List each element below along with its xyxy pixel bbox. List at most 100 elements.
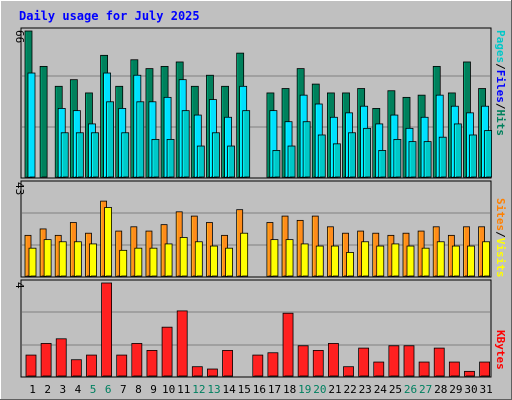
hits-legend: Pages/Files/Hits [494,30,507,136]
bar-kbytes-day-31 [479,361,491,377]
bar-sites-day-28 [436,241,445,277]
bar-sites-day-19 [300,243,309,277]
bar-pages-day-5 [91,132,99,178]
bar-pages-day-4 [75,132,84,178]
bar-kbytes-day-5 [86,354,97,377]
bar-sites-day-9 [149,247,158,277]
bar-sites-day-2 [43,239,52,277]
bar-sites-day-25 [391,243,400,277]
bar-sites-day-24 [376,245,385,277]
bar-kbytes-day-20 [312,350,324,377]
day-label-12: 12 [192,383,205,396]
bar-pages-day-24 [378,150,387,178]
bar-kbytes-day-8 [131,343,143,377]
bar-pages-day-8 [136,101,145,178]
day-label-8: 8 [135,383,142,396]
day-label-22: 22 [343,383,356,396]
bar-sites-day-18 [285,239,294,277]
day-label-16: 16 [253,383,266,396]
bar-pages-day-22 [348,132,356,178]
bar-sites-day-5 [89,243,97,277]
bar-kbytes-day-18 [282,312,294,377]
bar-kbytes-day-16 [252,354,264,377]
legend-files: Files [494,70,507,103]
day-label-23: 23 [359,383,372,396]
day-label-30: 30 [464,383,477,396]
bar-sites-day-4 [73,241,82,277]
bar-kbytes-day-12 [191,366,203,377]
bar-sites-day-14 [225,247,233,277]
bar-pages-day-14 [227,145,235,178]
day-label-3: 3 [59,383,66,396]
bar-kbytes-day-13 [207,368,218,377]
bar-sites-day-8 [134,247,143,277]
bar-sites-day-3 [58,241,67,277]
bar-kbytes-day-6 [101,282,112,377]
day-label-28: 28 [434,383,447,396]
bar-kbytes-day-4 [70,359,82,377]
bar-sites-day-11 [179,237,188,277]
bar-sites-day-23 [361,241,370,277]
bar-sites-day-7 [119,249,128,277]
bar-sites-day-13 [210,245,218,277]
bar-pages-day-27 [423,141,432,178]
day-label-20: 20 [313,383,326,396]
bar-sites-day-6 [104,207,112,277]
grid-lines [22,75,490,346]
bar-sites-day-22 [346,252,354,277]
bar-sites-day-17 [270,239,279,277]
day-label-7: 7 [120,383,127,396]
bar-sites-day-20 [315,245,324,277]
bar-pages-day-18 [287,145,296,178]
bar-hits-day-2 [39,65,48,178]
kbytes-max-label: 4 [13,282,26,289]
bar-sites-day-30 [467,245,475,277]
day-label-19: 19 [298,383,311,396]
bar-pages-day-19 [302,121,311,178]
bar-kbytes-day-11 [176,310,188,377]
hits-max-label: 66 [13,30,26,43]
legend-kbytes: KBytes [494,330,507,370]
bar-sites-day-21 [330,245,339,277]
bar-pages-day-3 [60,132,69,178]
day-label-17: 17 [268,383,281,396]
day-label-10: 10 [162,383,175,396]
bar-kbytes-day-3 [55,338,67,377]
kbytes-legend: KBytes [494,330,507,370]
bar-pages-day-15 [242,110,251,178]
day-label-26: 26 [404,383,417,396]
bar-pages-day-26 [408,141,417,178]
bar-kbytes-day-30 [464,370,475,377]
bar-kbytes-day-25 [388,345,400,377]
legend-visits: Visits [494,238,507,278]
day-label-6: 6 [105,383,112,396]
bar-kbytes-day-28 [433,347,445,377]
legend-hits: Hits [494,110,507,137]
bar-files-day-1 [27,72,36,178]
bar-sites-day-1 [28,247,37,277]
bar-pages-day-28 [438,136,447,178]
bar-kbytes-day-27 [418,361,430,377]
svg-text:Sites/Visits: Sites/Visits [494,198,507,278]
bar-sites-day-15 [240,232,249,277]
legend-pages: Pages [494,30,507,63]
bar-kbytes-day-23 [358,347,370,377]
bar-pages-day-13 [212,132,220,178]
bar-pages-day-31 [484,130,493,178]
bar-kbytes-day-7 [116,354,128,377]
day-label-11: 11 [177,383,190,396]
bar-kbytes-day-26 [403,345,415,377]
bar-kbytes-day-2 [40,343,52,377]
bar-kbytes-day-22 [343,366,354,377]
day-label-14: 14 [222,383,236,396]
bar-kbytes-day-1 [25,354,37,377]
bar-sites-day-10 [164,243,173,277]
day-label-18: 18 [283,383,296,396]
bar-pages-day-11 [181,110,190,178]
day-label-25: 25 [389,383,402,396]
legend-sites: Sites [494,198,507,231]
bar-sites-day-12 [194,241,203,277]
visits-max-label: 43 [13,182,26,195]
day-label-29: 29 [449,383,462,396]
